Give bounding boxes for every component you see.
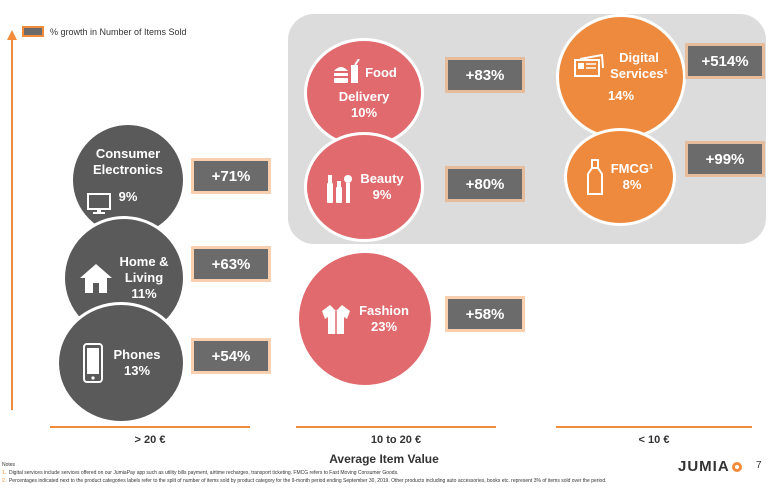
bubble-label: Phones <box>113 347 161 362</box>
bubble-label: FMCG¹ <box>610 161 654 176</box>
bubble-label: Digital <box>619 50 659 65</box>
note-item: 2. Percentages indicated next to the pro… <box>2 477 682 485</box>
bubble-label: Delivery <box>338 89 390 104</box>
bubble-share: 9% <box>118 188 138 204</box>
page-number: 7 <box>756 460 762 471</box>
note-number: 2. <box>2 478 7 484</box>
bubble-share: 11% <box>131 286 157 301</box>
bubble-label: Food <box>365 65 397 80</box>
bottle-icon <box>586 159 603 195</box>
bubble-share: 13% <box>123 363 151 378</box>
tv-icon <box>86 192 111 215</box>
bubble-share: 14% <box>607 88 635 103</box>
jacket-icon <box>321 303 351 335</box>
growth-fashion: +58% <box>448 299 522 329</box>
bubble-label: Living <box>124 270 164 285</box>
bubble-consumer-electronics: Consumer Electronics 9% <box>70 122 186 238</box>
x-tick-label: < 10 € <box>638 434 670 446</box>
bubble-fmcg: FMCG¹ 8% <box>564 128 676 226</box>
cosmetics-icon <box>324 169 354 205</box>
logo-mark-icon <box>731 461 742 472</box>
growth-phones: +54% <box>194 341 268 371</box>
bubble-share: 8% <box>622 177 642 192</box>
bubble-phones: Phones 13% <box>56 302 186 424</box>
legend-label: % growth in Number of Items Sold <box>50 26 187 37</box>
house-icon <box>79 262 113 294</box>
growth-consumer-electronics: +71% <box>194 161 268 191</box>
x-tick-label: 10 to 20 € <box>370 434 422 446</box>
note-item: 1. Digital services include services off… <box>2 469 682 477</box>
notes-heading: Notes <box>2 462 16 468</box>
x-axis-segment <box>296 426 496 428</box>
legend: % growth in Number of Items Sold <box>22 26 187 37</box>
bubble-beauty: Beauty 9% <box>304 132 424 242</box>
food-icon <box>331 59 361 89</box>
bubble-digital-services: Digital Services¹ 14% <box>556 14 686 140</box>
bubble-label: Beauty <box>360 171 404 186</box>
growth-fmcg: +99% <box>688 144 762 174</box>
phone-icon <box>82 343 104 383</box>
bubble-label: Fashion <box>359 303 409 318</box>
growth-digital-services: +514% <box>688 46 762 76</box>
bubble-share: 10% <box>350 105 378 120</box>
x-tick-label: > 20 € <box>134 434 166 446</box>
jumia-logo: JUMIA <box>678 458 742 475</box>
bubble-share: 9% <box>372 187 392 202</box>
bubble-fashion: Fashion 23% <box>296 250 434 388</box>
note-text: Digital services include services offere… <box>8 470 399 476</box>
bubble-label: Home & <box>119 254 169 269</box>
bubble-share: 23% <box>370 319 398 334</box>
bubble-food-delivery: Food Delivery 10% <box>304 38 424 148</box>
note-text: Percentages indicated next to the produc… <box>8 478 607 484</box>
growth-home-living: +63% <box>194 249 268 279</box>
growth-beauty: +80% <box>448 169 522 199</box>
legend-swatch <box>22 26 44 37</box>
x-axis-segment <box>556 426 752 428</box>
growth-food-delivery: +83% <box>448 60 522 90</box>
bubble-label: Electronics <box>92 161 164 177</box>
logo-text: JUMIA <box>678 458 730 475</box>
x-axis-title: Average Item Value <box>329 452 439 466</box>
bubble-label: Services¹ <box>610 66 668 81</box>
notes: Notes 1. Digital services include servic… <box>2 461 682 485</box>
note-number: 1. <box>2 470 7 476</box>
ticket-icon <box>574 54 605 78</box>
y-axis-arrow <box>7 30 17 410</box>
x-axis-segment <box>50 426 250 428</box>
bubble-label: Consumer <box>95 145 161 161</box>
